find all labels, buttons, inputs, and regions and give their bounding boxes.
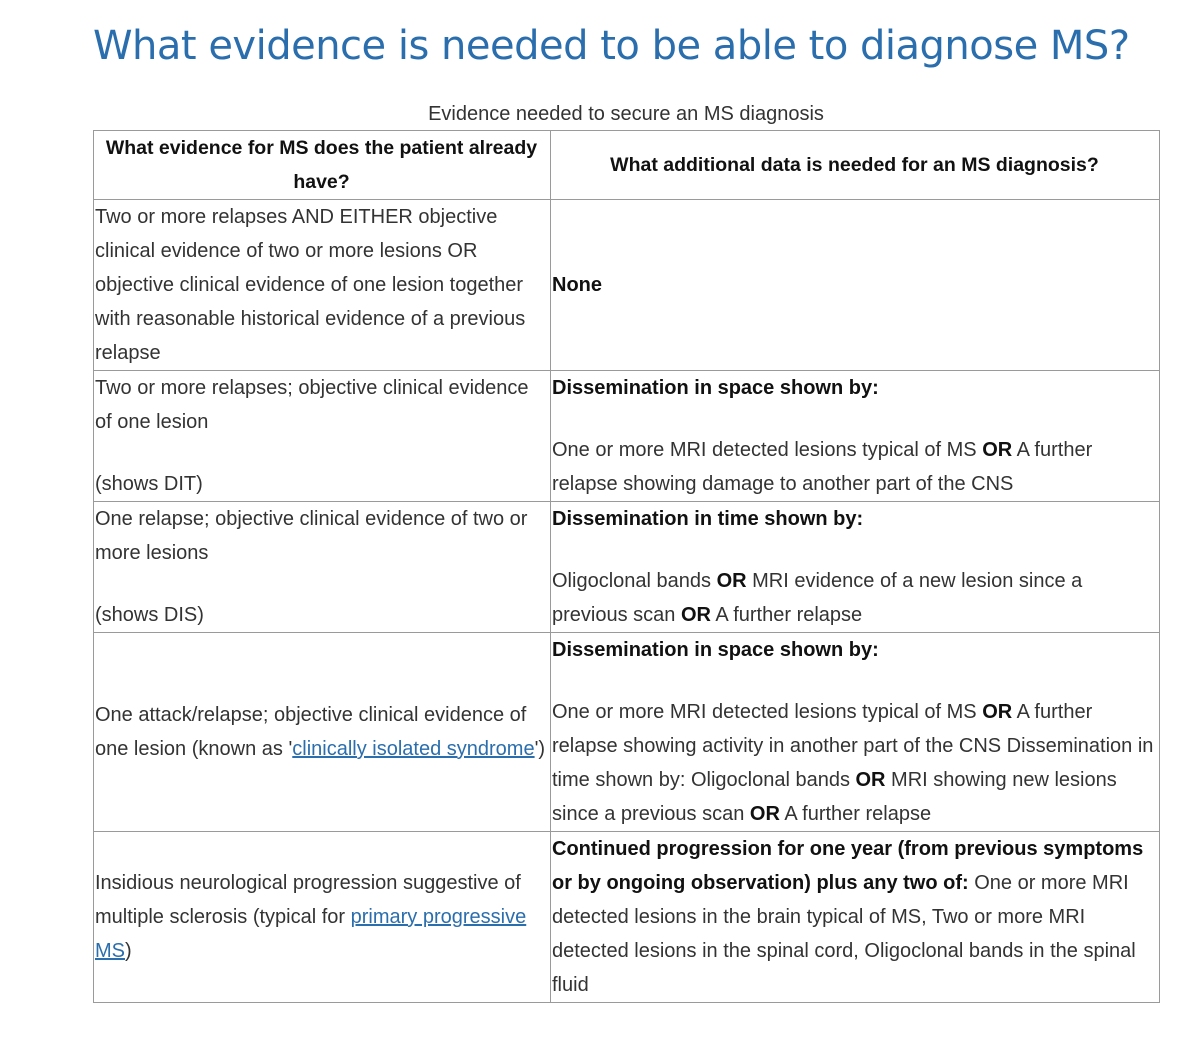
evidence-cell: Two or more relapses; objective clinical… (93, 370, 551, 502)
needed-heading: Dissemination in time shown by: (552, 508, 864, 530)
needed-text: One or more MRI detected lesions typical… (552, 439, 1093, 495)
evidence-cell: Two or more relapses AND EITHER objectiv… (93, 199, 551, 371)
needed-heading: Continued progression for one year (from… (552, 838, 1144, 894)
evidence-cell: One relapse; objective clinical evidence… (93, 501, 551, 633)
clinically-isolated-syndrome-link[interactable]: clinically isolated syndrome (292, 738, 535, 760)
evidence-note: (shows DIS) (95, 604, 204, 626)
table-caption: Evidence needed to secure an MS diagnosi… (428, 103, 824, 125)
needed-cell: Dissemination in time shown by: Oligoclo… (550, 501, 1160, 633)
table-row: Insidious neurological progression sugge… (93, 831, 1160, 1003)
table-row: One relapse; objective clinical evidence… (93, 501, 1160, 633)
table-header-row: What evidence for MS does the patient al… (93, 130, 1160, 200)
table-row: Two or more relapses AND EITHER objectiv… (93, 199, 1160, 371)
page-title: What evidence is needed to be able to di… (93, 23, 1130, 69)
evidence-text: Two or more relapses; objective clinical… (95, 377, 529, 433)
needed-cell: Dissemination in space shown by: One or … (550, 632, 1160, 832)
needed-text: One or more MRI detected lesions typical… (552, 701, 1154, 825)
needed-cell: Dissemination in space shown by: One or … (550, 370, 1160, 502)
table-row: One attack/relapse; objective clinical e… (93, 632, 1160, 832)
evidence-cell: One attack/relapse; objective clinical e… (93, 632, 551, 832)
primary-progressive-ms-link[interactable]: primary progressive MS (95, 906, 527, 962)
evidence-note: (shows DIT) (95, 473, 203, 495)
needed-heading: Dissemination in space shown by: (552, 639, 879, 661)
needed-cell: None (550, 199, 1160, 371)
column-header-existing-evidence: What evidence for MS does the patient al… (93, 130, 551, 200)
needed-heading: Dissemination in space shown by: (552, 377, 879, 399)
needed-none: None (552, 274, 602, 296)
column-header-additional-data: What additional data is needed for an MS… (550, 130, 1160, 200)
evidence-table: What evidence for MS does the patient al… (93, 130, 1160, 1003)
needed-text: Oligoclonal bands OR MRI evidence of a n… (552, 570, 1083, 626)
table-row: Two or more relapses; objective clinical… (93, 370, 1160, 502)
needed-cell: Continued progression for one year (from… (550, 831, 1160, 1003)
evidence-text: One relapse; objective clinical evidence… (95, 508, 528, 564)
needed-text: One or more MRI detected lesions in the … (552, 872, 1136, 996)
evidence-cell: Insidious neurological progression sugge… (93, 831, 551, 1003)
